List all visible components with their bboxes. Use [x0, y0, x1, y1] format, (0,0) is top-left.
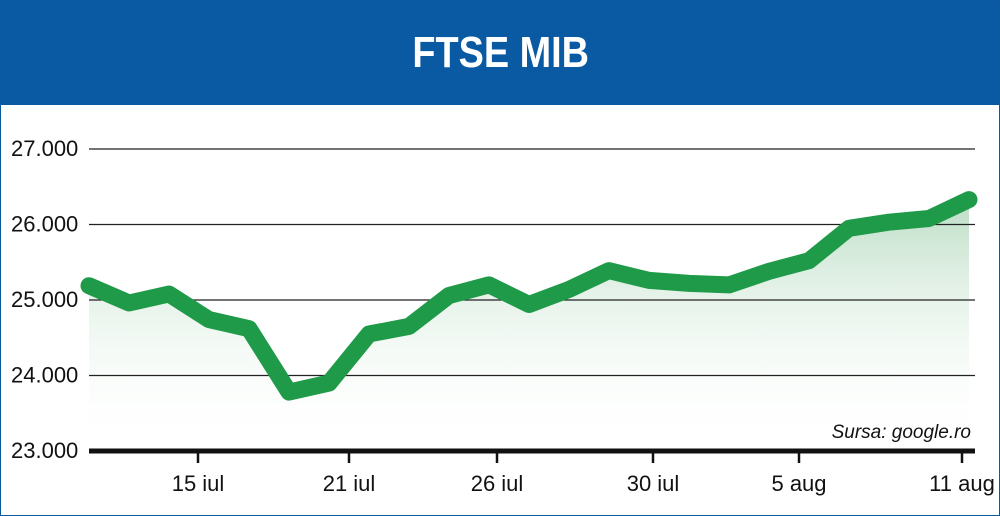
y-tick-label: 27.000 — [11, 136, 78, 161]
x-tick-label: 21 iul — [323, 471, 376, 496]
y-tick-label: 24.000 — [11, 363, 78, 388]
data-point — [128, 302, 130, 304]
data-point — [488, 284, 490, 286]
y-tick-label: 26.000 — [11, 212, 78, 237]
x-tick-label: 11 aug — [929, 471, 995, 496]
data-point — [768, 270, 770, 272]
data-point — [688, 282, 690, 284]
y-tick-label: 25.000 — [11, 287, 78, 312]
source-note: Sursa: google.ro — [832, 422, 971, 443]
data-point — [648, 279, 650, 281]
data-point — [208, 319, 210, 321]
x-tick-label: 15 iul — [172, 471, 225, 496]
data-point — [888, 221, 890, 223]
data-point — [608, 270, 610, 272]
series-line — [80, 191, 978, 401]
data-point — [928, 218, 930, 220]
data-point — [408, 325, 410, 327]
x-tick-label: 26 iul — [471, 471, 524, 496]
chart-header: FTSE MIB — [1, 1, 999, 105]
data-point — [368, 333, 370, 335]
data-point — [168, 293, 170, 295]
y-tick-label: 23.000 — [11, 438, 78, 463]
data-point — [288, 391, 290, 393]
data-point — [448, 295, 450, 297]
data-point — [728, 284, 730, 286]
chart-title: FTSE MIB — [412, 28, 590, 77]
data-point — [808, 260, 810, 262]
data-point — [88, 285, 90, 287]
data-point — [568, 288, 570, 290]
x-tick-label: 5 aug — [771, 471, 826, 496]
data-point — [528, 304, 530, 306]
data-point — [248, 328, 250, 330]
x-tick-label: 30 iul — [627, 471, 680, 496]
data-point — [848, 227, 850, 229]
data-point — [328, 382, 330, 384]
data-point — [968, 199, 970, 201]
